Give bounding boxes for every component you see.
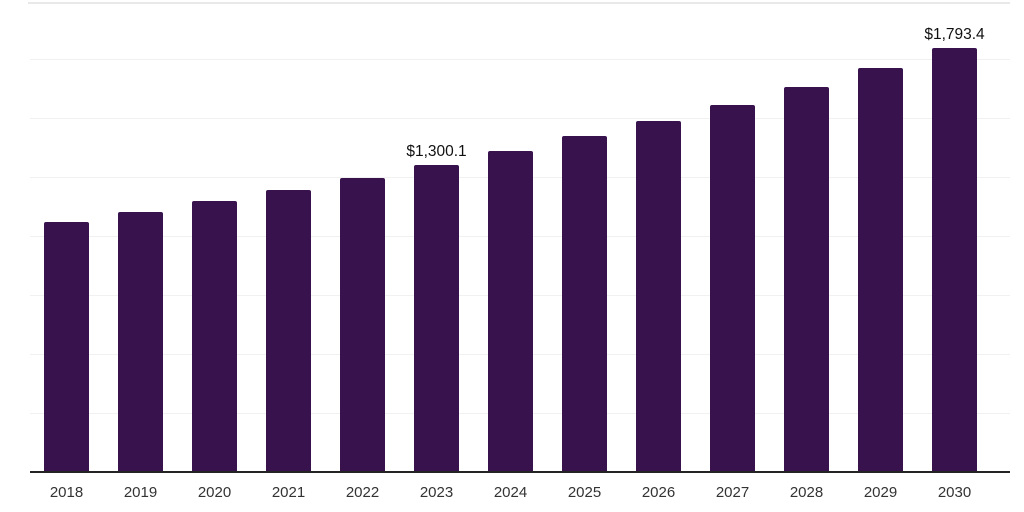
bar-2026	[636, 120, 681, 472]
x-tick-2024: 2024	[493, 484, 528, 501]
bar-2025	[562, 135, 607, 472]
bar-2029	[858, 67, 903, 472]
x-tick-2026: 2026	[641, 484, 676, 501]
x-tick-2030: 2030	[937, 484, 972, 501]
gridline-1500	[30, 117, 1010, 119]
plot-top-border	[28, 2, 1010, 4]
x-tick-2029: 2029	[863, 484, 898, 501]
x-tick-2028: 2028	[789, 484, 824, 501]
bar-2024	[488, 150, 533, 472]
gridline-1750	[30, 58, 1010, 60]
x-axis-line	[30, 471, 1010, 473]
x-tick-2025: 2025	[567, 484, 602, 501]
bar-2019	[118, 212, 163, 472]
bar-2030	[932, 48, 977, 472]
bar-2021	[266, 189, 311, 472]
x-tick-2022: 2022	[345, 484, 380, 501]
bar-2027	[710, 104, 755, 472]
bar-2023	[414, 164, 459, 472]
value-label-2030: $1,793.4	[924, 26, 985, 44]
bar-2020	[192, 200, 237, 472]
x-tick-2023: 2023	[419, 484, 454, 501]
x-tick-2018: 2018	[49, 484, 84, 501]
x-tick-2021: 2021	[271, 484, 306, 501]
x-tick-2019: 2019	[123, 484, 158, 501]
value-label-2023: $1,300.1	[406, 142, 467, 160]
x-tick-2020: 2020	[197, 484, 232, 501]
bar-2018	[44, 222, 89, 472]
bar-2028	[784, 86, 829, 472]
x-tick-2027: 2027	[715, 484, 750, 501]
bar-2022	[340, 177, 385, 472]
